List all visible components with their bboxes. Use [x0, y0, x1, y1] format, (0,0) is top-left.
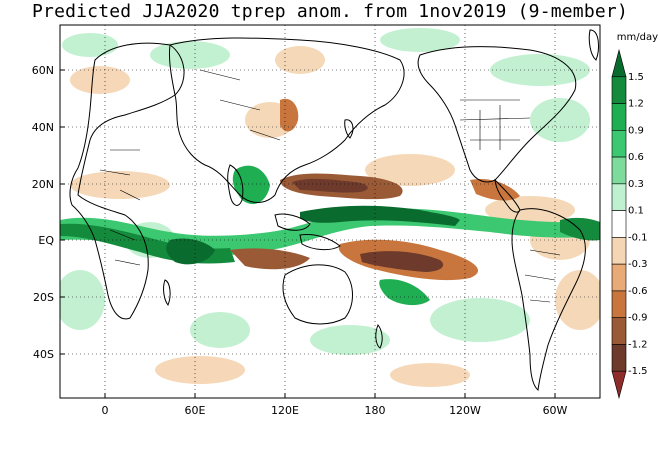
- lat-label-20s: 20S: [33, 291, 54, 304]
- coastlines: [69, 29, 599, 391]
- colorbar-swatch: [611, 183, 627, 211]
- dry-anomalies: [230, 98, 520, 281]
- political-borders: [99, 69, 561, 303]
- colorbar-swatch: [611, 237, 627, 265]
- latitude-labels: 60N 40N 20N EQ 20S 40S: [32, 64, 55, 361]
- light-green-patches: [60, 28, 590, 355]
- tick-marks: [60, 69, 556, 398]
- map-frame: [59, 24, 601, 399]
- colorbar-swatch: [611, 156, 627, 185]
- colorbar-label: 0.6: [628, 152, 644, 163]
- colorbar-label: 0.3: [628, 179, 644, 190]
- colorbar-label: -1.2: [628, 339, 648, 350]
- map-title: Predicted JJA2020 tprep anom. from 1nov2…: [32, 1, 628, 22]
- longitude-labels: 0 60E 120E 180 120W 60W: [102, 404, 568, 417]
- colorbar-swatch: [611, 130, 627, 158]
- colorbar-label: 1.2: [628, 99, 644, 110]
- units-label: mm/day: [617, 32, 658, 43]
- lat-label-40n: 40N: [32, 121, 54, 134]
- colorbar-swatch: [611, 317, 627, 345]
- lat-label-40s: 40S: [33, 348, 54, 361]
- lon-label-120w: 120W: [449, 404, 481, 417]
- colorbar-label: -0.9: [628, 313, 648, 324]
- lon-label-180: 180: [365, 404, 386, 417]
- colorbar-swatch: [611, 76, 627, 104]
- colorbar-label: -0.1: [628, 232, 648, 243]
- anomaly-field: [60, 28, 600, 391]
- colorbar-swatch: [611, 344, 627, 372]
- colorbar-swatch: [611, 103, 627, 131]
- colorbar-label: 0.1: [628, 206, 644, 217]
- colorbar-swatch: [611, 210, 627, 238]
- lat-label-20n: 20N: [32, 178, 54, 191]
- lon-label-60w: 60W: [543, 404, 568, 417]
- lon-label-0: 0: [102, 404, 109, 417]
- map-panel: [59, 24, 601, 399]
- colorbar-label: -1.5: [628, 366, 648, 377]
- colorbar-label: -0.3: [628, 259, 648, 270]
- colorbar-swatch: [611, 263, 627, 292]
- colorbar-label: -0.6: [628, 286, 648, 297]
- lon-label-60e: 60E: [185, 404, 206, 417]
- lon-label-120e: 120E: [271, 404, 299, 417]
- colorbar-swatches: [611, 48, 627, 400]
- lat-label-eq: EQ: [38, 234, 54, 247]
- lat-label-60n: 60N: [32, 64, 54, 77]
- colorbar-swatch: [611, 48, 627, 78]
- colorbar-label: 1.5: [628, 72, 644, 83]
- colorbar-label: 0.9: [628, 125, 644, 136]
- colorbar-swatch: [611, 370, 627, 400]
- light-brown-patches: [70, 46, 600, 387]
- tropical-wet-band: [60, 165, 600, 306]
- colorbar-labels: 1.5 1.2 0.9 0.6 0.3 0.1 -0.1 -0.3 -0.6 -0.9 -1.2 -1…: [628, 72, 648, 377]
- colorbar: mm/day 1.5 1.2 0.9 0.6 0.3 0.1 -0.1 -0.3 -0.6 -0.…: [611, 32, 658, 400]
- colorbar-swatch: [611, 290, 627, 318]
